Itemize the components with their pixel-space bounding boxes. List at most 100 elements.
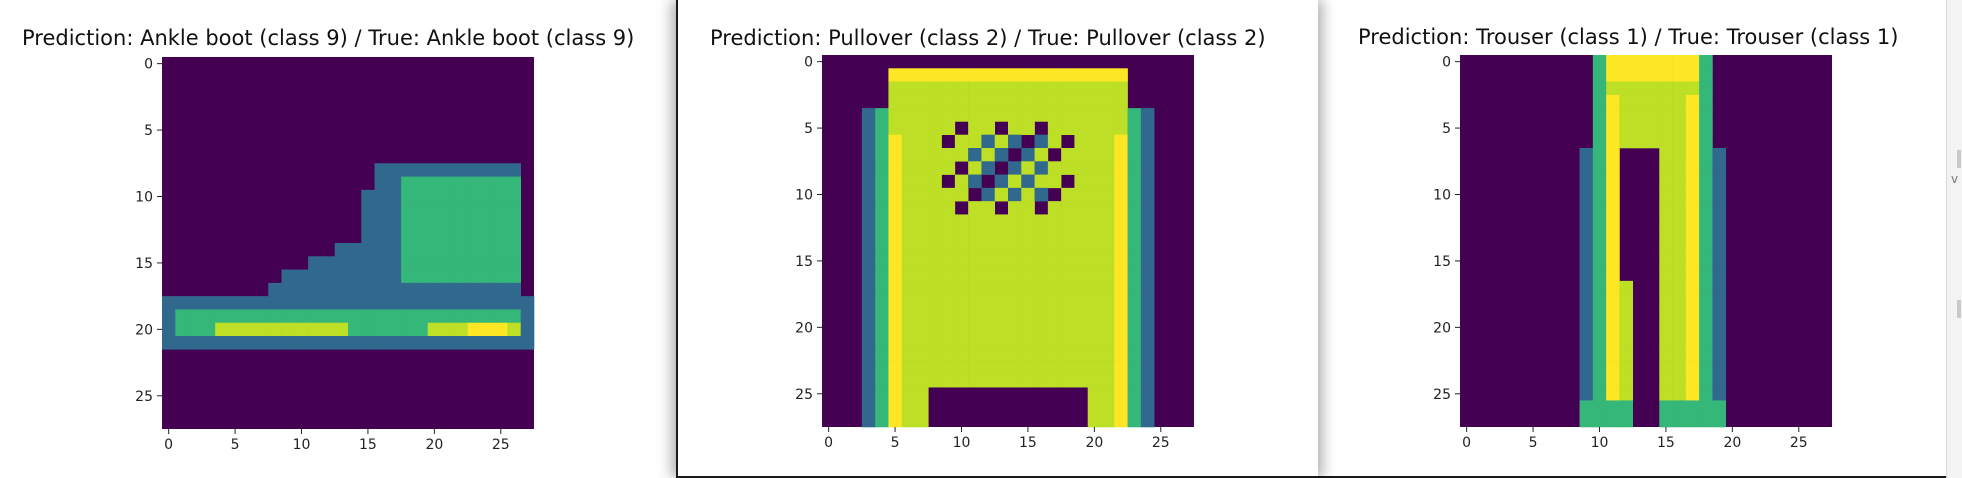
heatmap-cell <box>201 309 216 324</box>
heatmap-cell <box>888 227 903 242</box>
heatmap-cell <box>308 269 322 284</box>
heatmap-cell <box>981 214 996 229</box>
heatmap-cell <box>1008 373 1022 388</box>
heatmap-cell <box>875 400 889 415</box>
heatmap-cell <box>507 216 522 231</box>
heatmap-cell <box>1579 334 1594 348</box>
heatmap-cell <box>308 336 322 350</box>
heatmap-cell <box>1087 81 1102 96</box>
heatmap-cell <box>1646 121 1660 136</box>
heatmap-cell <box>888 334 903 348</box>
heatmap-cell <box>427 256 442 270</box>
heatmap-cell <box>188 322 203 337</box>
heatmap-cell <box>1021 241 1035 255</box>
heatmap-cell <box>954 280 969 295</box>
background-scrollbar-mark[interactable] <box>1957 150 1961 168</box>
heatmap-cell <box>321 296 336 310</box>
heatmap-cell <box>1127 413 1142 428</box>
figure-window-1: Prediction: Ankle boot (class 9) / True:… <box>0 0 676 478</box>
heatmap-cell <box>1579 201 1594 215</box>
heatmap-cell <box>915 294 929 308</box>
heatmap-cell <box>1021 254 1035 268</box>
heatmap-cell <box>915 227 929 242</box>
heatmap-cell <box>861 201 876 215</box>
heatmap-cell <box>1034 214 1049 229</box>
heatmap-cell <box>1699 94 1713 109</box>
heatmap-cell <box>1712 347 1727 361</box>
x-tick-label: 5 <box>1529 435 1538 451</box>
heatmap-cell <box>968 174 982 189</box>
heatmap-cell <box>401 243 415 257</box>
heatmap-cell <box>334 243 349 257</box>
heatmap-cell <box>994 134 1009 149</box>
heatmap-cell <box>1140 161 1155 175</box>
heatmap-cell <box>1047 121 1062 136</box>
heatmap-cell <box>1712 241 1727 255</box>
heatmap-cell <box>1034 373 1049 388</box>
heatmap-cell <box>901 201 916 215</box>
heatmap-cell <box>1021 187 1035 202</box>
heatmap-cell <box>414 176 429 191</box>
heatmap-cell <box>215 309 229 324</box>
heatmap-cell <box>441 269 455 284</box>
heatmap-cell <box>1127 373 1142 388</box>
heatmap-cell <box>1685 413 1700 428</box>
heatmap-cell <box>901 280 916 295</box>
heatmap-cell <box>1672 413 1687 428</box>
heatmap-cell <box>1087 241 1102 255</box>
heatmap-cell <box>454 309 468 324</box>
heatmap-cell <box>1606 413 1620 428</box>
heatmap-cell <box>1659 134 1673 149</box>
heatmap-cell <box>1592 413 1607 428</box>
background-scrollbar-mark[interactable] <box>1957 300 1961 318</box>
heatmap-cell <box>175 336 189 350</box>
heatmap-cell <box>888 294 903 308</box>
figure-3-title: Prediction: Trouser (class 1) / True: Tr… <box>1358 25 1899 49</box>
heatmap-cell <box>1034 267 1049 282</box>
heatmap-cell <box>901 307 916 322</box>
heatmap-cell <box>1685 241 1700 255</box>
heatmap-cell <box>915 347 929 361</box>
heatmap-cell <box>1061 241 1075 255</box>
heatmap-cell <box>1659 68 1673 82</box>
heatmap-cell <box>1606 55 1620 69</box>
heatmap-cell <box>1579 413 1594 428</box>
heatmap-cell <box>1074 174 1089 189</box>
heatmap-cell <box>1699 307 1713 322</box>
heatmap-cell <box>981 201 996 215</box>
heatmap-cell <box>968 334 982 348</box>
heatmap-cell <box>901 294 916 308</box>
heatmap-cell <box>1074 334 1089 348</box>
heatmap-cell <box>1140 387 1155 401</box>
heatmap-cell <box>374 296 389 310</box>
heatmap-cell <box>1140 360 1155 375</box>
heatmap-cell <box>1659 55 1673 69</box>
heatmap-cell <box>1712 267 1727 282</box>
heatmap-cell <box>1592 121 1607 136</box>
heatmap-cell <box>1672 280 1687 295</box>
heatmap-cell <box>1140 294 1155 308</box>
heatmap-cell <box>1685 108 1700 122</box>
heatmap-cell <box>941 294 956 308</box>
heatmap-cell <box>374 309 389 324</box>
heatmap-cell <box>1699 68 1713 82</box>
heatmap-cell <box>334 309 349 324</box>
heatmap-cell <box>374 189 389 204</box>
heatmap-cell <box>1074 68 1089 82</box>
heatmap-cell <box>1061 94 1075 109</box>
heatmap-cell <box>861 307 876 322</box>
heatmap-cell <box>1127 121 1142 136</box>
heatmap-cell <box>1619 68 1634 82</box>
heatmap-cell <box>1114 174 1128 189</box>
heatmap-cell <box>334 296 349 310</box>
heatmap-cell <box>162 322 176 337</box>
heatmap-cell <box>494 269 508 284</box>
heatmap-cell <box>1699 187 1713 202</box>
heatmap-cell <box>1087 400 1102 415</box>
heatmap-cell <box>268 282 282 297</box>
heatmap-cell <box>387 309 402 324</box>
heatmap-cell <box>1672 214 1687 229</box>
heatmap-cell <box>1008 227 1022 242</box>
heatmap-cell <box>1114 214 1128 229</box>
heatmap-cell <box>941 347 956 361</box>
